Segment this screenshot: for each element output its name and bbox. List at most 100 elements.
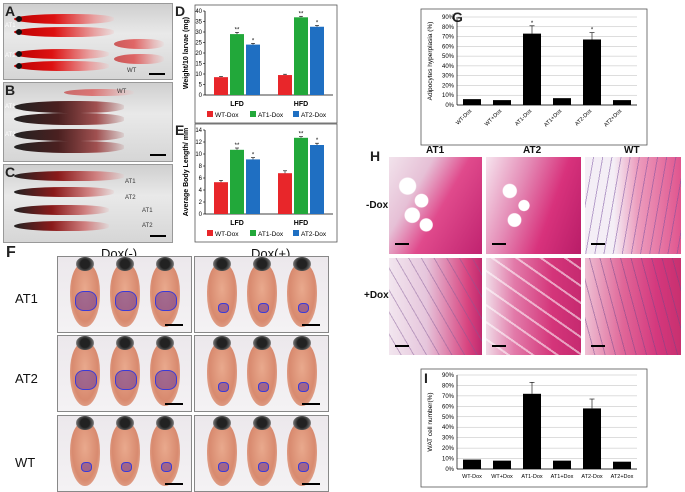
y-tick-label: 40 [195, 9, 202, 15]
larva [287, 263, 317, 327]
y-tick-label: 20% [442, 446, 455, 452]
y-tick-label: 30% [442, 74, 455, 80]
y-tick-label: 30% [442, 436, 455, 442]
chart-frame [420, 8, 648, 146]
fat-deposit [217, 382, 229, 392]
bar [553, 460, 571, 469]
bar [613, 461, 631, 469]
fat-deposit [297, 382, 309, 392]
panel-e-letter: E [175, 122, 185, 138]
y-tick-label: 15 [195, 62, 202, 68]
larva-eye [293, 257, 311, 271]
x-category-label: AT1+Dox [543, 108, 563, 128]
y-tick-label: 0% [445, 103, 454, 109]
x-category-label: WT+Dox [484, 108, 504, 128]
larva-eye [213, 257, 231, 271]
chart-frame [420, 368, 648, 488]
bar [583, 408, 601, 469]
y-tick-label: 12 [195, 140, 202, 146]
x-category-label: AT2-Dox [574, 108, 593, 127]
y-axis-label: Average Body Length/ mm [183, 128, 190, 216]
larva-eye [76, 257, 94, 271]
fat-deposit [80, 462, 92, 472]
x-category-label: AT1-Dox [521, 474, 543, 480]
sig-marker: * [252, 38, 255, 44]
y-tick-label: 25 [195, 41, 202, 47]
y-tick-label: 70% [442, 394, 455, 400]
panel-b-letter: B [5, 82, 16, 98]
x-category-label: AT2+Dox [603, 108, 623, 128]
larva [207, 263, 237, 327]
larva-eye [253, 336, 271, 350]
y-tick-label: 60% [442, 44, 455, 50]
fat-deposit [120, 462, 132, 472]
y-tick-label: 0 [199, 212, 203, 218]
larva [287, 422, 317, 486]
sig-marker: ** [299, 132, 304, 138]
x-category-label: WT-Dox [462, 474, 482, 480]
larva-eye [76, 416, 94, 430]
histo-wt-minus [585, 157, 681, 254]
fat-deposit [297, 303, 309, 313]
y-tick-label: 0 [199, 93, 203, 99]
y-tick-label: 90% [442, 15, 455, 21]
legend-swatch [293, 230, 299, 236]
fat-deposit [115, 291, 137, 311]
x-category-label: LFD [230, 101, 244, 108]
x-category-label: AT2-Dox [581, 474, 603, 480]
panel-a-label-at1: AT1 [5, 23, 16, 29]
legend-label: AT1-Dox [258, 112, 284, 119]
larva [247, 342, 277, 406]
panel-h-col-wt: WT [624, 145, 640, 156]
legend-label: WT-Dox [215, 231, 239, 238]
panel-a-letter: A [5, 3, 16, 19]
y-axis-label: Adipocytes hyperplasia (%) [427, 22, 434, 101]
y-tick-label: 30 [195, 30, 202, 36]
legend-swatch [207, 230, 213, 236]
larva [150, 422, 180, 486]
bar [553, 98, 571, 105]
sig-marker: * [316, 138, 319, 144]
y-tick-label: 80% [442, 383, 455, 389]
legend-label: WT-Dox [215, 112, 239, 119]
sig-marker: * [252, 153, 255, 159]
y-tick-label: 80% [442, 25, 455, 31]
larva [247, 263, 277, 327]
panel-c-label-at1-a: AT1 [125, 179, 136, 185]
histo-at2-plus [486, 258, 581, 355]
bar [246, 44, 260, 95]
histo-at2-minus [486, 157, 581, 254]
larva-eye [156, 336, 174, 350]
scale-bar [302, 324, 320, 326]
fat-deposit [217, 462, 229, 472]
scale-bar [302, 483, 320, 485]
chart-frame [194, 123, 338, 243]
bar [230, 34, 244, 95]
panel-c-photo: AT1 AT2 AT1 AT2 [3, 164, 173, 243]
larva-eye [293, 336, 311, 350]
fat-deposit [155, 291, 177, 311]
y-tick-label: 40% [442, 425, 455, 431]
sig-marker: ** [235, 143, 240, 149]
x-category-label: AT1-Dox [514, 108, 533, 127]
bar [246, 159, 260, 214]
panel-c-letter: C [5, 164, 16, 180]
panel-b-label-at2: AT2 [5, 132, 16, 138]
larva-eye [253, 416, 271, 430]
larva-eye [116, 416, 134, 430]
larva-photo [194, 335, 329, 412]
y-tick-label: 40% [442, 64, 455, 70]
bar [583, 39, 601, 105]
y-tick-label: 10% [442, 93, 455, 99]
y-tick-label: 14 [195, 128, 202, 134]
bar [214, 182, 228, 214]
sig-marker: * [316, 20, 319, 26]
legend-swatch [250, 230, 256, 236]
panel-h-row-minus: -Dox [366, 200, 389, 211]
bar [230, 149, 244, 214]
larva-photo [57, 256, 192, 333]
x-category-label: WT+Dox [491, 474, 513, 480]
panel-i-letter: I [424, 370, 428, 386]
x-category-label: AT1+Dox [551, 474, 574, 480]
fat-deposit [75, 370, 97, 390]
